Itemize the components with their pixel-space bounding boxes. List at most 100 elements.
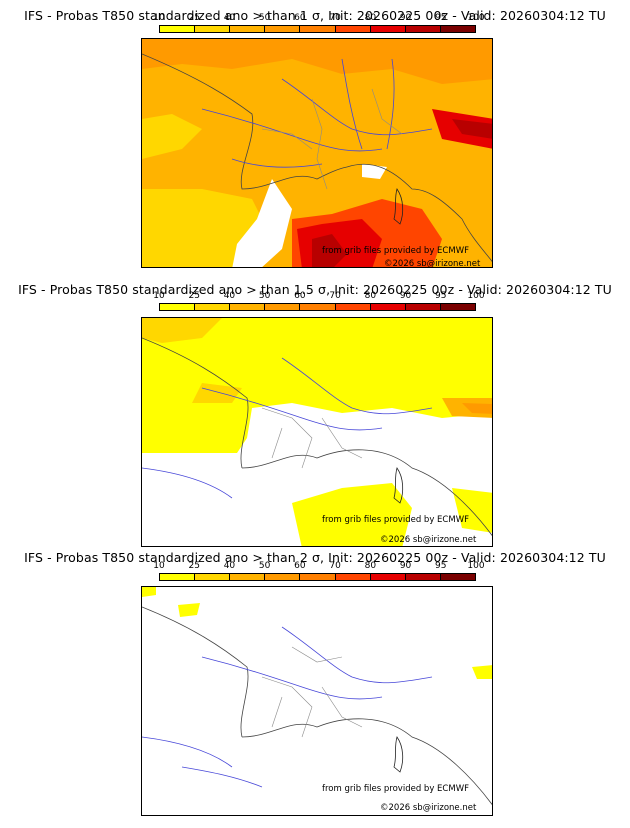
river: [281, 78, 433, 136]
colorbar-segment: [405, 304, 441, 310]
no-signal-background: [142, 587, 492, 815]
probability-map: from grib files provided by ECMWF ©2026 …: [141, 38, 493, 268]
colorbar-segment: [160, 304, 196, 310]
probability-field-mid: [192, 383, 242, 403]
probability-field-low: [472, 665, 492, 679]
river: [341, 58, 363, 150]
map-graphic: [142, 318, 492, 546]
colorbar-tick: 60: [294, 561, 306, 571]
colorbar-segment: [160, 574, 196, 580]
colorbar-tick: 50: [258, 561, 271, 571]
credit-source: from grib files provided by ECMWF: [322, 784, 469, 794]
colorbar: [159, 303, 476, 311]
credit-copyright: ©2026 sb@irizone.net: [380, 535, 477, 545]
colorbar-tick: 40: [223, 291, 236, 301]
corsica-outline: [393, 736, 404, 773]
river: [142, 736, 233, 768]
probability-field-high: [462, 403, 492, 414]
colorbar-segment: [195, 574, 231, 580]
river: [386, 58, 395, 150]
coastline: [241, 718, 492, 806]
no-signal-area: [362, 164, 387, 179]
colorbar-ticks: 10 25 40 50 60 70 80 90 95 100: [153, 561, 484, 572]
colorbar-segment: [265, 26, 301, 32]
colorbar-tick: 95: [435, 291, 447, 301]
credit-copyright: ©2026 sb@irizone.net: [384, 259, 481, 268]
colorbar-segment: [195, 26, 231, 32]
credit-copyright: ©2026 sb@irizone.net: [380, 803, 477, 813]
colorbar-tick: 10: [153, 13, 165, 23]
river: [142, 467, 233, 499]
admin-boundary: [261, 88, 403, 190]
colorbar-tick: 10: [153, 561, 165, 571]
river: [181, 766, 263, 788]
colorbar-tick: 80: [364, 13, 377, 23]
colorbar-tick: 60: [294, 291, 306, 301]
colorbar-tick: 40: [223, 561, 236, 571]
colorbar-ticks: 10 25 40 50 60 70 80 90 95 100: [153, 291, 484, 302]
colorbar-tick: 25: [188, 13, 200, 23]
colorbar-segment: [265, 574, 301, 580]
probability-map: from grib files provided by ECMWF ©2026 …: [141, 586, 493, 816]
colorbar-segment: [300, 304, 336, 310]
colorbar-segment: [440, 26, 475, 32]
coastline: [142, 53, 348, 190]
colorbar-segment: [370, 574, 406, 580]
colorbar-tick: 70: [329, 561, 341, 571]
colorbar-tick: 40: [223, 13, 236, 23]
colorbar-segment: [440, 574, 475, 580]
colorbar-tick: 25: [188, 561, 200, 571]
corsica-outline: [393, 467, 404, 504]
colorbar-tick: 90: [399, 561, 412, 571]
colorbar-tick: 100: [467, 561, 485, 571]
probability-field-low: [142, 318, 492, 453]
panel-title: IFS - Probas T850 standardized ano > tha…: [24, 8, 606, 23]
probability-field-core: [312, 234, 347, 267]
colorbar-tick: 80: [364, 561, 377, 571]
colorbar-segment: [335, 574, 371, 580]
colorbar-segment: [335, 304, 371, 310]
probability-field-low: [292, 483, 412, 546]
probability-map: from grib files provided by ECMWF ©2026 …: [141, 317, 493, 547]
probability-field-low: [178, 603, 200, 617]
map-panel-3: IFS - Probas T850 standardized ano > tha…: [0, 546, 630, 816]
map-graphic: [142, 39, 492, 267]
colorbar-tick: 70: [329, 13, 341, 23]
river: [201, 656, 383, 700]
credit-source: from grib files provided by ECMWF: [322, 515, 469, 525]
colorbar: [159, 573, 476, 581]
probability-field-core: [452, 119, 492, 139]
coastline: [142, 337, 249, 469]
colorbar-tick: 90: [399, 291, 412, 301]
colorbar-segment: [335, 26, 371, 32]
probability-field-high: [142, 39, 492, 84]
admin-boundary: [261, 646, 363, 738]
corsica-outline: [393, 188, 404, 225]
colorbar-segment: [230, 304, 266, 310]
colorbar-segment: [370, 304, 406, 310]
admin-boundary: [261, 407, 363, 469]
colorbar-tick: 80: [364, 291, 377, 301]
river: [281, 626, 433, 684]
colorbar-segment: [300, 26, 336, 32]
colorbar-segment: [195, 304, 231, 310]
colorbar-tick: 50: [258, 13, 271, 23]
colorbar-segment: [370, 26, 406, 32]
colorbar-tick: 10: [153, 291, 165, 301]
probability-field-mid: [142, 318, 222, 343]
colorbar-segment: [405, 26, 441, 32]
coastline: [142, 606, 249, 738]
colorbar-segment: [405, 574, 441, 580]
probability-field-low: [142, 587, 156, 597]
colorbar-tick: 60: [294, 13, 306, 23]
river: [201, 108, 383, 152]
colorbar-segment: [160, 26, 196, 32]
colorbar-tick: 50: [258, 291, 271, 301]
map-panel-2: IFS - Probas T850 standardized ano > tha…: [0, 276, 630, 547]
colorbar-tick: 70: [329, 291, 341, 301]
colorbar-segment: [230, 574, 266, 580]
colorbar-segment: [440, 304, 475, 310]
map-graphic: [142, 587, 492, 815]
colorbar-tick: 90: [399, 13, 412, 23]
panel-title: IFS - Probas T850 standardized ano > tha…: [18, 282, 612, 297]
